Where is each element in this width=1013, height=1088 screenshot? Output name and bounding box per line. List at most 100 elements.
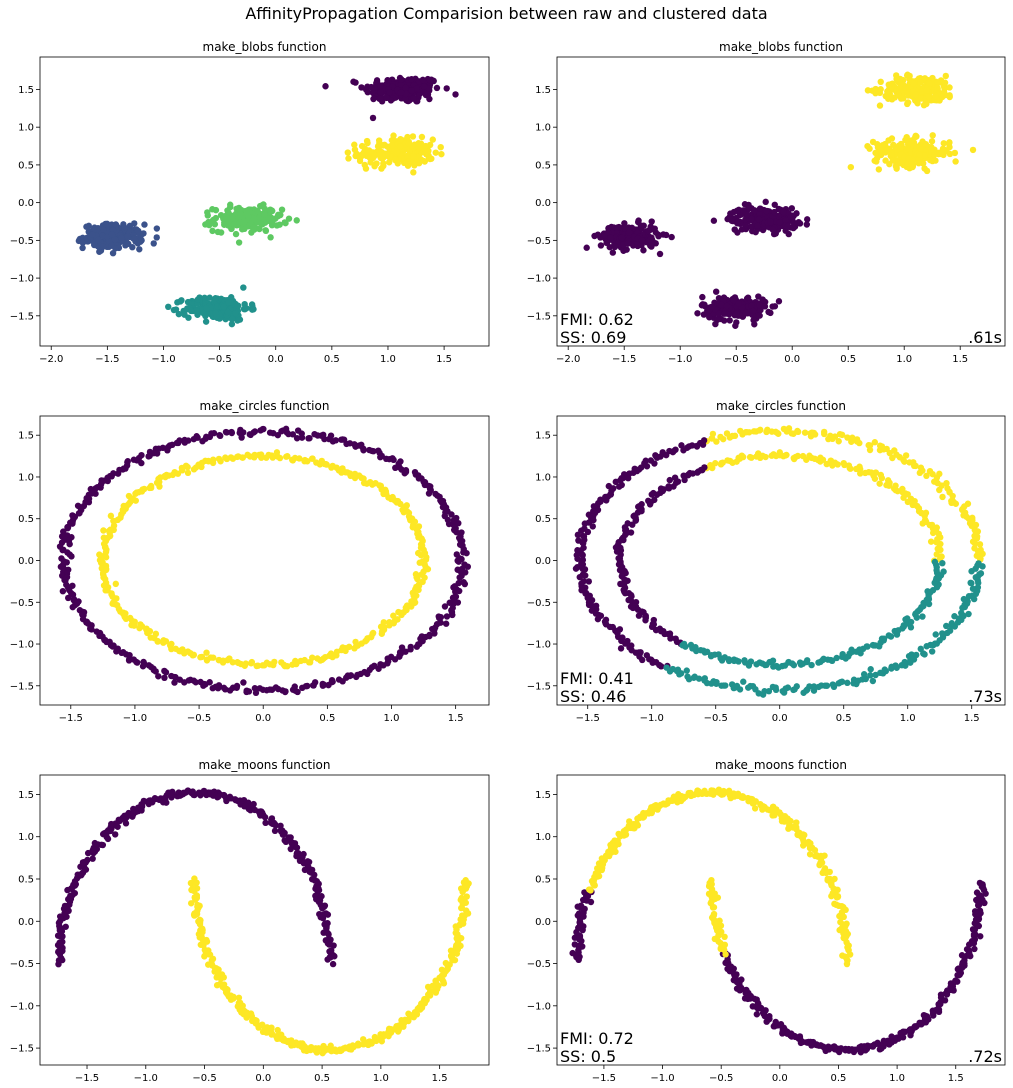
data-point	[784, 684, 792, 691]
data-point	[863, 643, 871, 650]
data-point	[460, 579, 467, 586]
y-tick-label: −1.0	[527, 640, 551, 651]
data-point	[383, 94, 390, 102]
axes-frame	[556, 56, 1006, 347]
data-point	[111, 236, 119, 243]
data-point	[844, 434, 851, 441]
data-point	[92, 485, 99, 492]
y-tick-label: 1.0	[535, 123, 551, 134]
data-point	[943, 991, 951, 998]
data-point	[569, 949, 576, 957]
data-point	[738, 976, 745, 983]
data-point	[755, 216, 763, 223]
data-point	[217, 980, 224, 988]
data-point	[958, 952, 966, 959]
data-point	[261, 814, 269, 821]
y-tick-label: −1.5	[527, 311, 551, 322]
x-tick-label: −1.5	[75, 1073, 99, 1084]
data-point	[909, 161, 917, 168]
data-point	[923, 167, 931, 175]
data-point	[130, 456, 138, 463]
x-tick-label: 0.0	[268, 354, 284, 365]
data-point	[929, 157, 936, 165]
data-point	[319, 905, 326, 912]
data-point	[967, 579, 974, 587]
data-point	[712, 460, 719, 467]
data-point	[668, 233, 675, 241]
data-point	[926, 80, 933, 87]
data-point	[462, 899, 470, 906]
y-tick-label: −1.5	[10, 681, 34, 692]
data-point	[741, 201, 749, 208]
data-point	[241, 662, 248, 669]
data-point	[250, 306, 257, 313]
data-point	[438, 150, 445, 158]
data-point	[401, 95, 409, 102]
data-point	[790, 661, 798, 669]
data-point	[844, 679, 851, 687]
data-point	[153, 225, 161, 232]
data-point	[193, 885, 201, 892]
x-tick-label: −0.5	[192, 1073, 216, 1084]
data-point	[761, 303, 769, 310]
data-point	[393, 148, 401, 155]
data-point	[614, 224, 621, 231]
data-point	[351, 141, 358, 148]
data-point	[712, 288, 720, 295]
data-point	[949, 497, 956, 504]
data-point	[902, 452, 910, 459]
data-point	[943, 622, 950, 630]
data-point	[826, 868, 833, 876]
data-point	[162, 473, 169, 481]
data-point	[917, 79, 924, 86]
data-point	[965, 610, 972, 618]
data-point	[918, 95, 925, 102]
data-point	[621, 220, 628, 227]
data-point	[939, 93, 946, 101]
data-point	[579, 551, 586, 559]
data-point	[644, 227, 652, 235]
data-point	[274, 1026, 281, 1034]
data-point	[150, 240, 157, 247]
data-point	[921, 651, 928, 658]
data-point	[276, 221, 283, 228]
data-point	[361, 161, 368, 169]
data-point	[576, 933, 584, 941]
data-point	[913, 651, 920, 659]
data-point	[441, 603, 449, 610]
data-point	[161, 674, 168, 681]
data-point	[68, 553, 75, 560]
data-point	[410, 169, 417, 176]
data-point	[744, 294, 752, 301]
data-point	[235, 994, 243, 1001]
data-point	[234, 302, 242, 309]
data-point	[823, 682, 831, 689]
data-point	[90, 845, 98, 852]
data-point	[836, 430, 844, 438]
subplot-3: make_circles function−1.5 −1.0 −0.5 0.0 0.5 1…	[10, 399, 490, 724]
data-point	[140, 230, 147, 237]
data-point	[940, 568, 947, 575]
data-point	[405, 140, 413, 148]
data-point	[94, 841, 102, 848]
data-point	[701, 301, 708, 308]
data-point	[89, 855, 96, 862]
x-tick-label: 0.5	[324, 354, 340, 365]
data-point	[179, 467, 186, 474]
data-point	[904, 144, 912, 152]
data-point	[301, 866, 309, 874]
data-point	[849, 434, 856, 441]
data-point	[648, 243, 655, 250]
data-point	[366, 148, 374, 155]
data-point	[155, 673, 162, 680]
data-point	[82, 866, 90, 873]
data-point	[603, 497, 610, 504]
data-point	[171, 679, 178, 686]
data-point	[102, 220, 109, 228]
data-point	[943, 479, 950, 487]
data-point	[154, 638, 161, 645]
data-point	[819, 869, 826, 877]
data-point	[361, 145, 369, 153]
data-point	[273, 449, 281, 456]
data-point	[977, 933, 984, 940]
